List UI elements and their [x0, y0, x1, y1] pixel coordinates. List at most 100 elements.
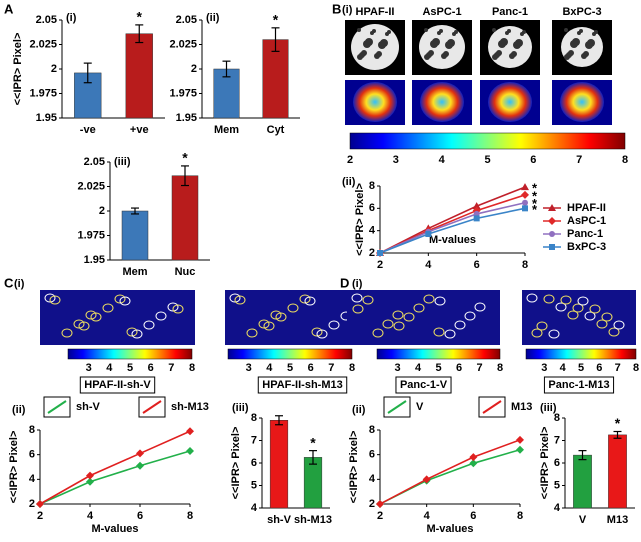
cell	[393, 321, 405, 331]
y-tick-label: 2	[51, 63, 57, 75]
significance: *	[310, 434, 316, 450]
y-tick-label: 8	[369, 180, 375, 192]
speckle	[378, 41, 386, 49]
y-tick-label: 6	[29, 449, 35, 461]
legend-label: BxPC-3	[567, 241, 606, 253]
subpanel-label: (ii)	[12, 404, 26, 416]
cell	[413, 303, 425, 313]
cell	[114, 294, 126, 304]
data-point	[469, 453, 478, 462]
y-axis-label: <<IPR> Pixel>	[348, 431, 360, 504]
data-point	[186, 427, 194, 436]
subpanel-label: (iii)	[232, 402, 249, 414]
legend-label: M13	[511, 401, 532, 413]
speckle	[385, 32, 389, 36]
colorbar-tick-label: 8	[622, 154, 628, 166]
x-tick-label: 8	[522, 259, 528, 271]
y-tick-label: 8	[554, 412, 560, 424]
speckle	[509, 53, 515, 59]
cell	[596, 319, 608, 329]
significance: *	[532, 196, 538, 211]
cell	[531, 328, 543, 338]
image-caption: Panc-1-M13	[548, 379, 609, 391]
y-tick-label: 4	[369, 225, 376, 237]
cell	[543, 294, 555, 304]
bar	[303, 457, 323, 509]
y-tick-label: 1.975	[29, 87, 57, 99]
y-tick-label: 5	[554, 479, 560, 491]
colorbar-tick-label: 8	[189, 362, 195, 374]
heat-nucleus	[488, 82, 532, 122]
speckle	[513, 41, 521, 49]
colorbar	[376, 348, 501, 360]
speckle	[520, 32, 524, 36]
series-line	[39, 430, 191, 505]
significance: *	[273, 12, 279, 28]
colorbar	[227, 348, 353, 360]
cell	[433, 327, 445, 337]
colorbar-tick-label: 6	[456, 362, 462, 374]
legend-label: AsPC-1	[567, 215, 606, 227]
cell	[454, 320, 466, 330]
speckle	[357, 54, 363, 60]
y-tick-label: 2	[99, 205, 105, 217]
y-tick-label: 2	[369, 498, 375, 510]
cell	[382, 319, 394, 329]
data-point	[136, 461, 144, 470]
y-axis-label: <<IPR> Pixel>	[230, 427, 242, 500]
x-tick-label: sh-V	[267, 514, 292, 526]
cell	[143, 320, 155, 330]
data-point	[522, 199, 528, 206]
panel-label: B	[332, 1, 341, 16]
speckle	[570, 40, 578, 48]
caption-box	[543, 376, 615, 394]
colorbar-tick-label: 3	[394, 362, 400, 374]
cell	[613, 320, 625, 330]
image-title: Panc-1	[492, 6, 528, 18]
cell	[444, 329, 456, 339]
nucleus	[419, 25, 465, 69]
caption-box	[79, 376, 156, 394]
cell	[263, 321, 275, 331]
colorbar-tick-label: 6	[530, 154, 536, 166]
y-tick-label: 2	[369, 247, 375, 259]
colorbar-tick-label: 3	[86, 362, 92, 374]
bar	[121, 210, 149, 261]
y-tick-label: 1.95	[84, 254, 105, 266]
x-tick-label: 8	[517, 510, 523, 522]
cell	[392, 310, 404, 320]
subpanel-label: (ii)	[342, 176, 356, 188]
y-tick-label: 8	[251, 412, 257, 424]
significance: *	[137, 9, 143, 25]
y-tick-label: 7	[251, 434, 257, 446]
y-tick-label: 2.05	[36, 14, 57, 26]
series-line	[379, 448, 521, 505]
y-tick-label: 2.05	[84, 156, 105, 168]
micrograph	[347, 290, 500, 345]
cell	[316, 329, 328, 339]
y-tick-label: 1.95	[176, 112, 197, 124]
x-tick-label: sh-M13	[294, 514, 332, 526]
significance: *	[532, 181, 538, 196]
cell	[584, 311, 596, 321]
colorbar-tick-label: 7	[615, 362, 621, 374]
x-tick-label: 2	[377, 510, 383, 522]
cell	[474, 302, 486, 312]
colorbar	[525, 348, 637, 360]
legend-label: sh-M13	[171, 401, 209, 413]
speckle	[430, 40, 438, 48]
speckle	[370, 31, 374, 35]
cell	[119, 296, 131, 306]
colorbar	[67, 348, 193, 360]
cell	[49, 295, 61, 305]
y-tick-label: 1.975	[77, 229, 105, 241]
bar	[171, 175, 199, 261]
y-tick-label: 7	[554, 434, 560, 446]
data-point	[522, 205, 528, 212]
x-tick-label: 6	[470, 510, 476, 522]
cell	[73, 319, 85, 329]
speckle	[357, 28, 361, 32]
colorbar-tick-label: 5	[287, 362, 293, 374]
legend-box	[138, 396, 166, 418]
colorbar-tick-label: 4	[266, 362, 273, 374]
